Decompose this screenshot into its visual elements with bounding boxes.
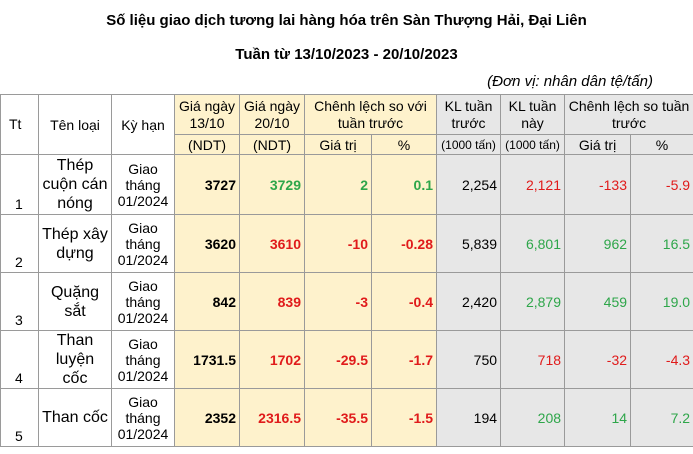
row-kl-nay: 2,879 bbox=[500, 272, 566, 331]
header-gia-tri: Giá trị bbox=[304, 134, 372, 155]
futures-table: Tt Tên loại Kỳ hạn Giá ngày 13/10 Giá ng… bbox=[0, 94, 693, 447]
table-row: 2 Thép xây dựng Giao tháng 01/2024 3620 … bbox=[0, 214, 693, 273]
row-cl2-gia-tri: -133 bbox=[564, 154, 632, 215]
row-ky-han: Giao tháng 01/2024 bbox=[111, 154, 175, 215]
row-cl-gia-tri: -29.5 bbox=[304, 330, 372, 389]
header-tt: Tt bbox=[0, 94, 39, 155]
row-kl-nay: 718 bbox=[500, 330, 566, 389]
row-gia-1310: 1731.5 bbox=[174, 330, 240, 389]
row-ky-han: Giao tháng 01/2024 bbox=[111, 214, 175, 273]
row-ten: Thép xây dựng bbox=[38, 214, 112, 273]
header-chenh-lech: Chênh lệch so với tuần trước bbox=[303, 94, 438, 135]
row-cl-gia-tri: -35.5 bbox=[304, 388, 372, 447]
table-row: 5 Than cốc Giao tháng 01/2024 2352 2316.… bbox=[0, 388, 693, 447]
row-gia-1310: 2352 bbox=[174, 388, 240, 447]
header-gia-1310: Giá ngày 13/10 bbox=[174, 94, 240, 135]
row-cl2-pct: -5.9 bbox=[630, 154, 693, 215]
report-subtitle: Tuần từ 13/10/2023 - 20/10/2023 bbox=[235, 46, 458, 63]
row-cl2-pct: 16.5 bbox=[630, 214, 693, 273]
header-ten-loai: Tên loại bbox=[38, 94, 112, 155]
row-ten: Than cốc bbox=[38, 388, 112, 447]
header-phan-tram-2: % bbox=[630, 134, 693, 155]
row-gia-1310: 3620 bbox=[174, 214, 240, 273]
row-kl-truoc: 2,420 bbox=[436, 272, 502, 331]
header-kl-truoc: KL tuần trước bbox=[436, 94, 502, 135]
header-gia-tri-2: Giá trị bbox=[564, 134, 632, 155]
table-row: 4 Than luyện cốc Giao tháng 01/2024 1731… bbox=[0, 330, 693, 389]
row-kl-truoc: 2,254 bbox=[436, 154, 502, 215]
row-cl-gia-tri: -10 bbox=[304, 214, 372, 273]
row-cl-pct: -1.5 bbox=[370, 388, 438, 447]
unit-note: (Đơn vị: nhân dân tệ/tấn) bbox=[487, 73, 653, 90]
row-cl2-gia-tri: 962 bbox=[564, 214, 632, 273]
row-cl2-gia-tri: 459 bbox=[564, 272, 632, 331]
row-ten: Quặng sắt bbox=[38, 272, 112, 331]
row-cl-gia-tri: -3 bbox=[304, 272, 372, 331]
row-gia-2010: 3610 bbox=[239, 214, 305, 273]
row-cl-pct: -1.7 bbox=[370, 330, 438, 389]
row-gia-1310: 3727 bbox=[174, 154, 240, 215]
row-cl2-pct: 7.2 bbox=[630, 388, 693, 447]
row-tt: 4 bbox=[0, 330, 39, 389]
row-tt: 3 bbox=[0, 272, 39, 331]
row-gia-2010: 3729 bbox=[239, 154, 305, 215]
row-kl-truoc: 194 bbox=[436, 388, 502, 447]
row-gia-1310: 842 bbox=[174, 272, 240, 331]
row-cl2-pct: 19.0 bbox=[630, 272, 693, 331]
row-gia-2010: 2316.5 bbox=[239, 388, 305, 447]
row-cl2-gia-tri: 14 bbox=[564, 388, 632, 447]
header-gia-2010: Giá ngày 20/10 bbox=[239, 94, 305, 135]
row-kl-nay: 2,121 bbox=[500, 154, 566, 215]
report-title: Số liệu giao dịch tương lai hàng hóa trê… bbox=[106, 12, 587, 29]
row-cl-pct: 0.1 bbox=[370, 154, 438, 215]
header-gia-1310-unit: (NDT) bbox=[174, 134, 240, 155]
header-kl-nay-unit: (1000 tấn) bbox=[500, 134, 566, 155]
header-phan-tram: % bbox=[370, 134, 438, 155]
row-kl-nay: 208 bbox=[500, 388, 566, 447]
row-kl-truoc: 5,839 bbox=[436, 214, 502, 273]
header-kl-truoc-unit: (1000 tấn) bbox=[436, 134, 502, 155]
header-ky-han: Kỳ hạn bbox=[111, 94, 175, 155]
row-cl-gia-tri: 2 bbox=[304, 154, 372, 215]
row-tt: 1 bbox=[0, 154, 39, 215]
header-kl-nay: KL tuần này bbox=[500, 94, 566, 135]
row-cl2-pct: -4.3 bbox=[630, 330, 693, 389]
row-ten: Than luyện cốc bbox=[38, 330, 112, 389]
table-row: 3 Quặng sắt Giao tháng 01/2024 842 839 -… bbox=[0, 272, 693, 331]
header-gia-2010-unit: (NDT) bbox=[239, 134, 305, 155]
row-tt: 2 bbox=[0, 214, 39, 273]
row-kl-nay: 6,801 bbox=[500, 214, 566, 273]
row-ten: Thép cuộn cán nóng bbox=[38, 154, 112, 215]
row-ky-han: Giao tháng 01/2024 bbox=[111, 272, 175, 331]
row-gia-2010: 839 bbox=[239, 272, 305, 331]
row-tt: 5 bbox=[0, 388, 39, 447]
header-chenh-lech-2: Chênh lệch so tuần trước bbox=[564, 94, 693, 135]
table-row: 1 Thép cuộn cán nóng Giao tháng 01/2024 … bbox=[0, 154, 693, 215]
row-gia-2010: 1702 bbox=[239, 330, 305, 389]
row-cl2-gia-tri: -32 bbox=[564, 330, 632, 389]
row-kl-truoc: 750 bbox=[436, 330, 502, 389]
row-ky-han: Giao tháng 01/2024 bbox=[111, 330, 175, 389]
row-cl-pct: -0.28 bbox=[370, 214, 438, 273]
row-ky-han: Giao tháng 01/2024 bbox=[111, 388, 175, 447]
row-cl-pct: -0.4 bbox=[370, 272, 438, 331]
